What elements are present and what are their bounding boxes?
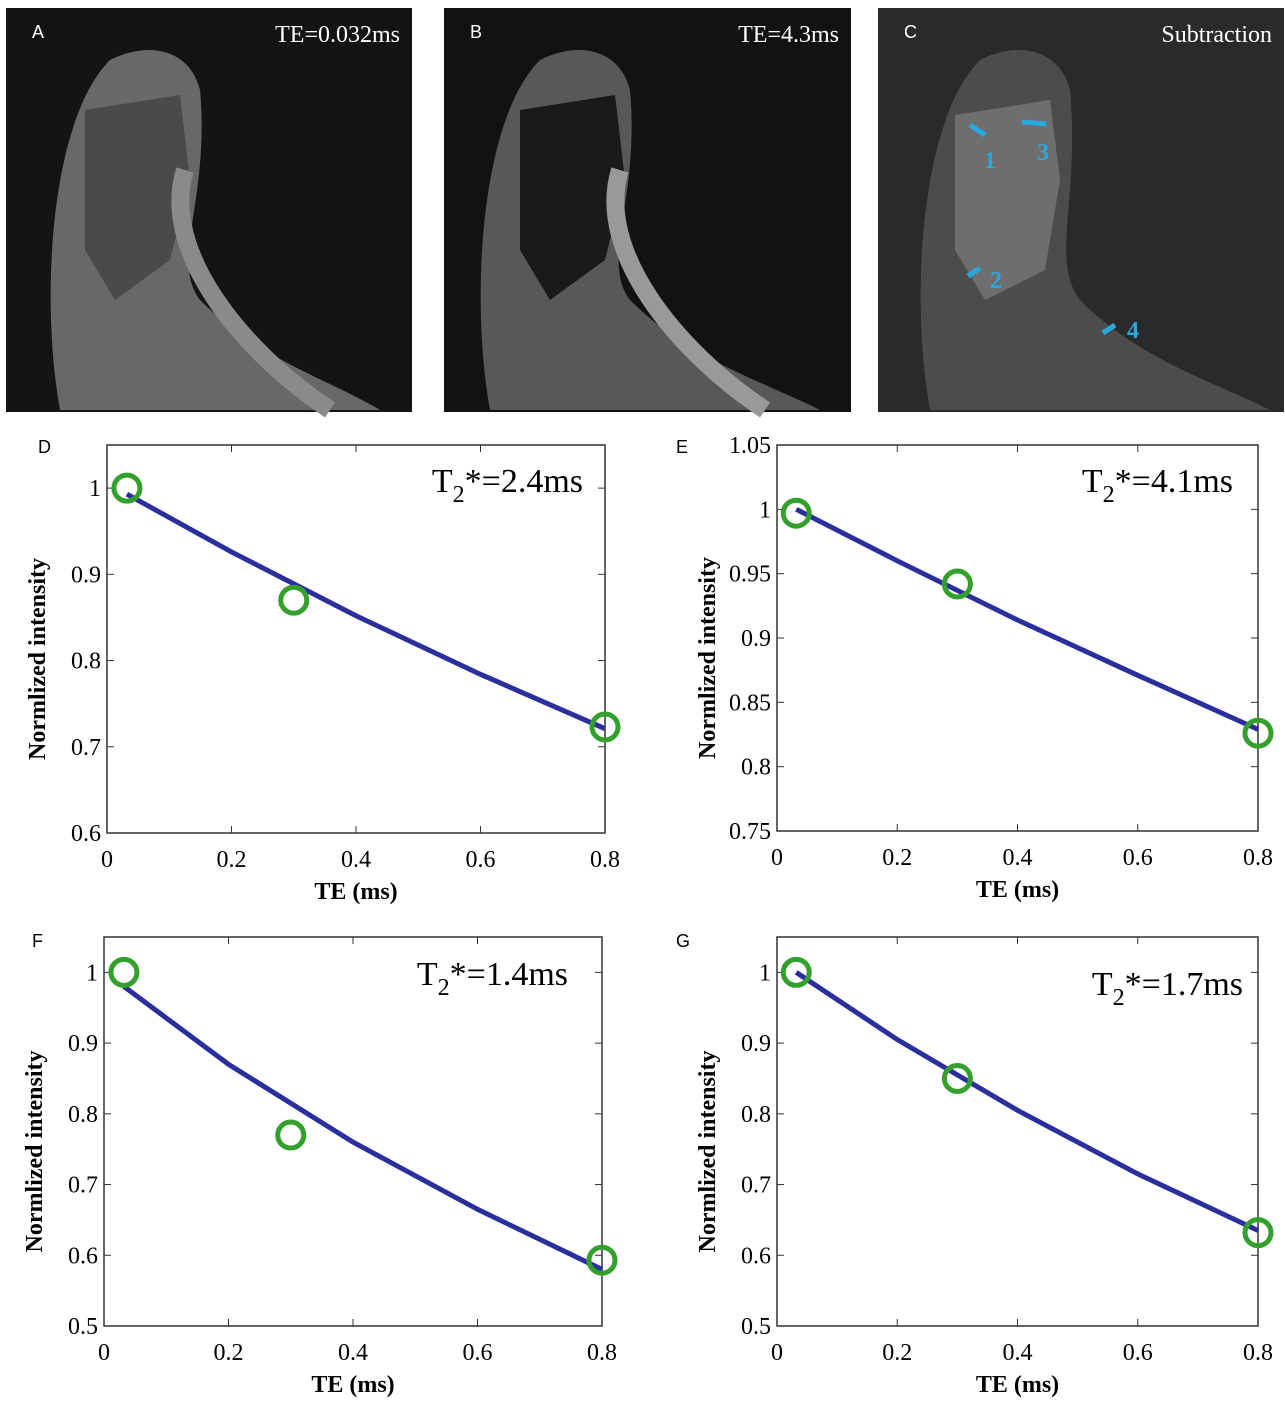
- annotation-rest: *=4.1ms: [1115, 463, 1233, 500]
- x-tick-label: 0.6: [1123, 1340, 1153, 1366]
- image-b: [444, 8, 851, 412]
- x-tick-label: 0.4: [341, 847, 371, 873]
- figure: ATE=0.032msBTE=4.3msCSubtraction1234D00.…: [0, 0, 1285, 1404]
- y-tick-label: 0.75: [729, 819, 771, 845]
- y-tick-label: 0.5: [68, 1314, 98, 1340]
- y-tick-label: 0.9: [741, 626, 771, 652]
- page: ATE=0.032msBTE=4.3msCSubtraction1234D00.…: [0, 0, 1285, 1404]
- x-tick-label: 0.4: [1003, 1340, 1033, 1366]
- annotation-base: T: [1082, 463, 1103, 500]
- image-c: [878, 8, 1284, 412]
- x-tick-label: 0.6: [463, 1340, 493, 1366]
- annotation-base: T: [432, 463, 453, 500]
- x-tick-label: 0.4: [338, 1340, 368, 1366]
- x-tick-label: 0.2: [214, 1340, 244, 1366]
- annotation-rest: *=1.7ms: [1125, 966, 1243, 1003]
- x-tick-label: 0.2: [882, 845, 912, 871]
- y-tick-label: 1: [759, 960, 771, 986]
- x-tick-label: 0: [101, 847, 113, 873]
- plot-frame: [777, 445, 1258, 831]
- x-tick-label: 0: [771, 845, 783, 871]
- annotation-base: T: [417, 956, 438, 993]
- y-tick-label: 1: [759, 497, 771, 523]
- x-tick-label: 0.2: [217, 847, 247, 873]
- annotation-sub: 2: [1103, 482, 1115, 508]
- y-tick-label: 0.95: [729, 562, 771, 588]
- chart: G 0 0.2 0.4 0.6 0.8 0.5 0.6 0.7 0.8 0.9 1 TE (ms) Nor…: [676, 931, 1273, 1398]
- y-axis-label: Normlized intensity: [22, 1051, 48, 1253]
- image-caption: Subtraction: [1161, 22, 1272, 48]
- arrow-number: 4: [1127, 318, 1139, 344]
- y-tick-label: 0.7: [68, 1173, 98, 1199]
- y-tick-label: 0.7: [741, 1173, 771, 1199]
- x-tick-label: 0.2: [882, 1340, 912, 1366]
- y-tick-label: 0.85: [729, 690, 771, 716]
- y-tick-label: 0.6: [71, 821, 101, 847]
- x-axis-label: TE (ms): [311, 1372, 394, 1398]
- y-tick-label: 0.6: [68, 1243, 98, 1269]
- y-tick-label: 0.7: [71, 735, 101, 761]
- y-tick-label: 0.8: [71, 649, 101, 675]
- panel-label: G: [676, 931, 690, 951]
- x-axis-label: TE (ms): [976, 1372, 1059, 1398]
- annotation-base: T: [1092, 966, 1113, 1003]
- y-axis-label: Normlized intensity: [25, 558, 51, 760]
- panel-label: F: [32, 931, 43, 951]
- annotation-sub: 2: [438, 975, 450, 1001]
- y-axis-label: Normlized intensity: [695, 1051, 721, 1253]
- x-axis-label: TE (ms): [976, 877, 1059, 903]
- y-tick-label: 0.5: [741, 1314, 771, 1340]
- image-label: B: [470, 22, 482, 42]
- x-tick-label: 0.6: [466, 847, 496, 873]
- x-tick-label: 0: [98, 1340, 110, 1366]
- x-tick-label: 0.8: [590, 847, 620, 873]
- annotation-sub: 2: [1113, 985, 1125, 1011]
- x-tick-label: 0: [771, 1340, 783, 1366]
- image-label: A: [32, 22, 44, 42]
- y-tick-label: 0.6: [741, 1243, 771, 1269]
- plot-frame: [104, 937, 602, 1326]
- chart: E 0 0.2 0.4 0.6 0.8 0.75 0.8 0.85 0.9 0.95 1 1.05 TE …: [676, 433, 1273, 903]
- y-tick-label: 1: [86, 960, 98, 986]
- arrow-number: 3: [1037, 140, 1049, 166]
- panel-label: D: [38, 437, 51, 457]
- image-caption: TE=0.032ms: [275, 22, 400, 48]
- arrow-number: 1: [984, 148, 996, 174]
- annotation-rest: *=1.4ms: [450, 956, 568, 993]
- image-caption: TE=4.3ms: [738, 22, 839, 48]
- y-tick-label: 1: [89, 476, 101, 502]
- x-tick-label: 0.6: [1123, 845, 1153, 871]
- y-tick-label: 0.8: [741, 1102, 771, 1128]
- arrow-number: 2: [990, 268, 1002, 294]
- panel-label: E: [676, 437, 688, 457]
- y-tick-label: 0.9: [68, 1031, 98, 1057]
- image-a: [6, 8, 412, 412]
- y-tick-label: 0.9: [71, 562, 101, 588]
- chart: D 0 0.2 0.4 0.6 0.8 0.6 0.7 0.8 0.9 1 TE (ms) Normli…: [25, 437, 620, 905]
- annotation-sub: 2: [453, 482, 465, 508]
- x-tick-label: 0.8: [1243, 845, 1273, 871]
- y-tick-label: 0.9: [741, 1031, 771, 1057]
- x-tick-label: 0.8: [587, 1340, 617, 1366]
- plot-frame: [107, 445, 605, 833]
- y-axis-label: Normlized intensity: [695, 557, 721, 759]
- x-axis-label: TE (ms): [314, 879, 397, 905]
- y-tick-label: 0.8: [68, 1102, 98, 1128]
- y-tick-label: 0.8: [741, 755, 771, 781]
- annotation-rest: *=2.4ms: [465, 463, 583, 500]
- x-tick-label: 0.4: [1003, 845, 1033, 871]
- image-label: C: [904, 22, 917, 42]
- x-tick-label: 0.8: [1243, 1340, 1273, 1366]
- chart: F 0 0.2 0.4 0.6 0.8 0.5 0.6 0.7 0.8 0.9 1 TE (ms) Nor…: [22, 931, 617, 1398]
- y-tick-label: 1.05: [729, 433, 771, 459]
